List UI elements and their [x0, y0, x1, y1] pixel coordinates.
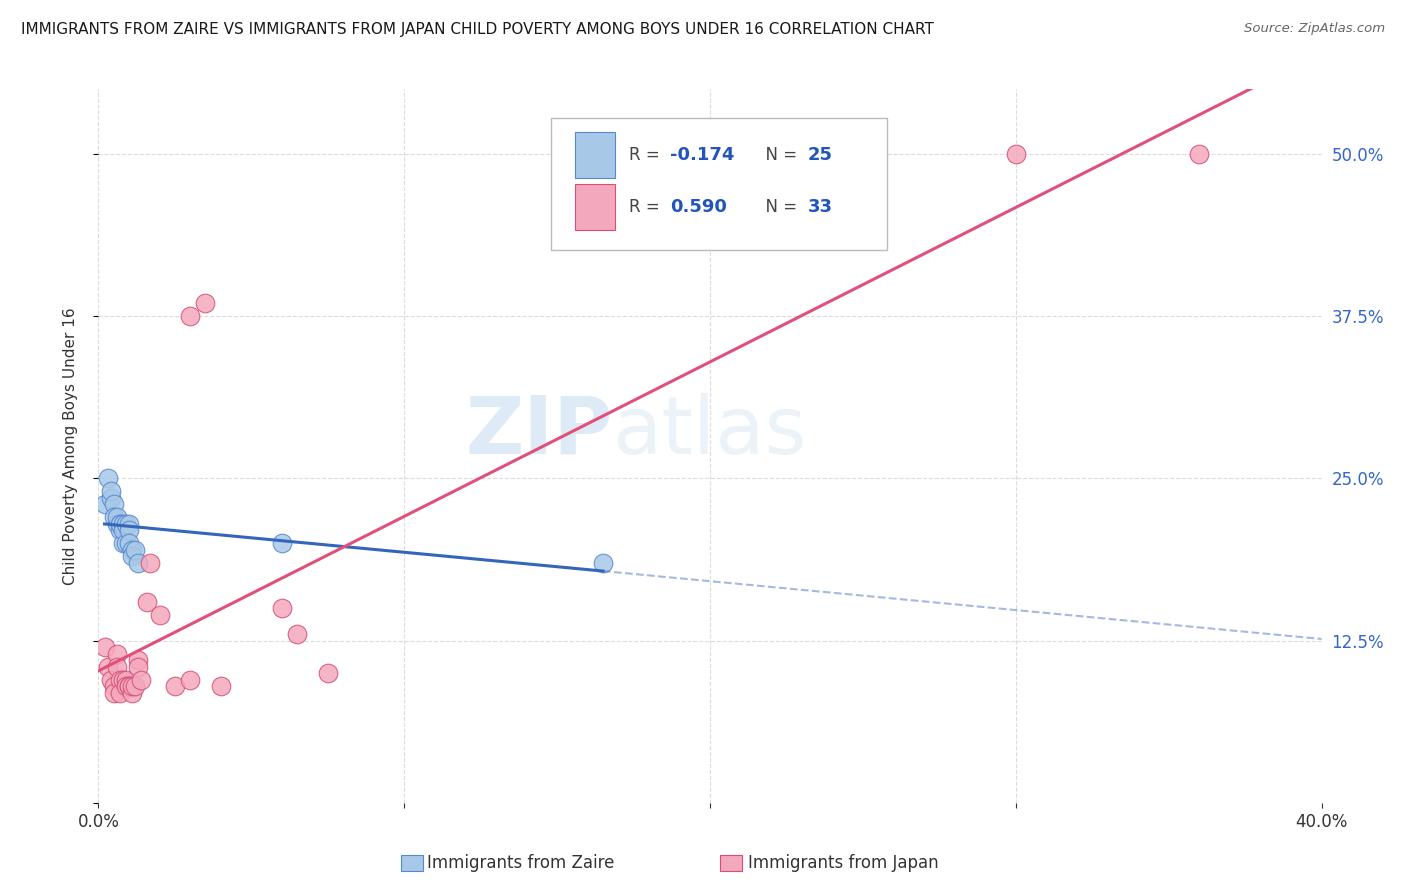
Text: -0.174: -0.174: [669, 146, 734, 164]
Y-axis label: Child Poverty Among Boys Under 16: Child Poverty Among Boys Under 16: [63, 307, 77, 585]
Point: [105, 516, 128, 531]
Point: [103, 510, 125, 524]
Point: [285, 627, 308, 641]
Point: [115, 679, 138, 693]
Point: [111, 536, 134, 550]
Text: atlas: atlas: [612, 392, 807, 471]
Point: [316, 666, 339, 681]
Point: [115, 536, 138, 550]
Point: [115, 516, 138, 531]
Point: [118, 679, 141, 693]
Point: [105, 647, 128, 661]
Text: 33: 33: [808, 198, 832, 216]
Point: [103, 497, 125, 511]
Point: [108, 516, 131, 531]
Point: [118, 679, 141, 693]
Point: [127, 659, 149, 673]
Text: N =: N =: [755, 198, 803, 216]
Point: [124, 679, 146, 693]
Point: [179, 673, 201, 687]
Point: [179, 310, 201, 324]
Bar: [401, 855, 423, 871]
Point: [105, 659, 128, 673]
Point: [121, 549, 143, 564]
Point: [108, 516, 131, 531]
Point: [121, 679, 143, 693]
Point: [129, 673, 152, 687]
Point: [100, 491, 122, 505]
Point: [118, 516, 141, 531]
Point: [149, 607, 172, 622]
Text: IMMIGRANTS FROM ZAIRE VS IMMIGRANTS FROM JAPAN CHILD POVERTY AMONG BOYS UNDER 16: IMMIGRANTS FROM ZAIRE VS IMMIGRANTS FROM…: [21, 22, 934, 37]
Point: [194, 296, 217, 310]
Point: [592, 556, 614, 570]
Text: 25: 25: [808, 146, 832, 164]
FancyBboxPatch shape: [551, 118, 887, 250]
Point: [93, 497, 115, 511]
Point: [118, 524, 141, 538]
Point: [115, 673, 138, 687]
Bar: [720, 855, 742, 871]
Point: [93, 640, 115, 654]
Text: N =: N =: [755, 146, 803, 164]
Text: R =: R =: [630, 198, 665, 216]
Text: Immigrants from Zaire: Immigrants from Zaire: [426, 855, 614, 872]
Point: [108, 685, 131, 699]
Text: ZIP: ZIP: [465, 392, 612, 471]
Point: [121, 685, 143, 699]
Point: [111, 524, 134, 538]
Text: R =: R =: [630, 146, 665, 164]
Point: [103, 685, 125, 699]
Point: [97, 659, 120, 673]
Point: [270, 536, 292, 550]
Text: Source: ZipAtlas.com: Source: ZipAtlas.com: [1244, 22, 1385, 36]
Point: [97, 471, 120, 485]
Point: [105, 510, 128, 524]
Point: [100, 484, 122, 499]
Point: [1004, 147, 1026, 161]
Bar: [575, 132, 614, 178]
Point: [121, 542, 143, 557]
Point: [108, 673, 131, 687]
Point: [103, 679, 125, 693]
Point: [136, 595, 159, 609]
Point: [270, 601, 292, 615]
Point: [163, 679, 186, 693]
Point: [111, 516, 134, 531]
Text: Immigrants from Japan: Immigrants from Japan: [748, 855, 939, 872]
Point: [139, 556, 162, 570]
Point: [124, 542, 146, 557]
Bar: [575, 184, 614, 230]
Point: [108, 524, 131, 538]
Point: [100, 673, 122, 687]
Point: [1188, 147, 1211, 161]
Text: 0.590: 0.590: [669, 198, 727, 216]
Point: [111, 673, 134, 687]
Point: [127, 556, 149, 570]
Point: [118, 536, 141, 550]
Point: [209, 679, 232, 693]
Point: [127, 653, 149, 667]
